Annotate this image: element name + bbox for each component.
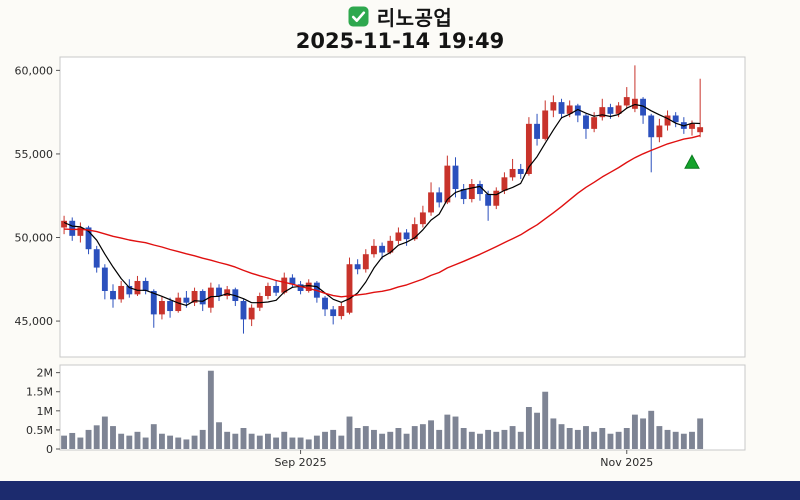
axes [59,56,746,451]
svg-text:0: 0 [46,443,53,456]
bottom-taskbar[interactable] [0,481,800,500]
ma-fast-line [63,103,701,306]
price-axis-ticks: 45,000 50,000 55,000 60,000 [15,64,60,328]
svg-text:Sep 2025: Sep 2025 [274,456,326,469]
volume-bars [61,370,704,449]
chart-title-row: 리노공업 [0,3,800,30]
symbol-name: 리노공업 [376,5,453,30]
volume-axis-ticks: 0 0.5M 1M 1.5M 2M [26,367,60,456]
svg-text:1M: 1M [37,405,54,418]
svg-text:0.5M: 0.5M [26,424,53,437]
svg-text:50,000: 50,000 [15,232,54,245]
x-axis-ticks: Sep 2025 Nov 2025 [274,450,653,469]
svg-text:55,000: 55,000 [15,148,54,161]
ma-slow-line [64,134,701,298]
candlesticks [61,65,704,334]
chart-timestamp: 2025-11-14 19:49 [295,29,505,53]
svg-text:45,000: 45,000 [15,315,54,328]
svg-text:1.5M: 1.5M [26,386,53,399]
buy-signal-marker [684,154,700,169]
svg-text:2M: 2M [37,367,54,380]
svg-text:Nov 2025: Nov 2025 [600,456,653,469]
svg-text:60,000: 60,000 [15,64,54,77]
checked-checkbox-icon [348,6,369,27]
